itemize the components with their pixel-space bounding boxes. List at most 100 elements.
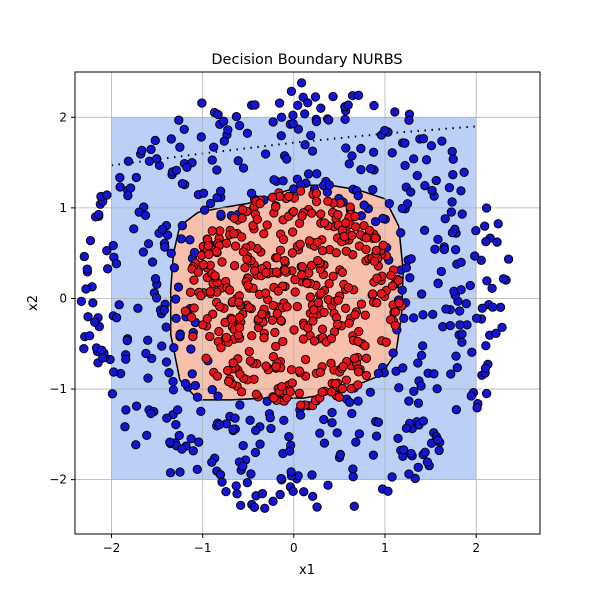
data-point <box>295 186 306 196</box>
data-point <box>266 423 276 434</box>
data-point <box>481 236 491 247</box>
data-point <box>381 337 391 347</box>
data-point <box>308 491 318 502</box>
data-point <box>455 306 465 316</box>
data-point <box>413 398 424 408</box>
data-point <box>351 222 361 232</box>
data-point <box>302 278 312 288</box>
data-point <box>257 309 267 319</box>
data-point <box>440 214 450 224</box>
data-point <box>471 313 482 323</box>
data-point <box>260 503 270 513</box>
data-point <box>408 313 419 323</box>
data-point <box>371 245 381 256</box>
data-point <box>213 391 223 401</box>
data-point <box>237 232 247 242</box>
data-point <box>79 343 89 354</box>
data-point <box>179 124 189 135</box>
data-point <box>268 117 278 127</box>
data-point <box>173 282 184 292</box>
data-point <box>368 184 378 195</box>
data-point <box>143 335 153 345</box>
data-point <box>410 473 420 484</box>
data-point <box>303 98 313 108</box>
data-point <box>470 251 480 261</box>
x-tick-label: −1 <box>194 541 212 555</box>
data-point <box>341 218 351 228</box>
data-point <box>138 247 149 257</box>
data-point <box>81 284 91 294</box>
data-point <box>221 486 231 497</box>
data-point <box>164 368 174 378</box>
data-point <box>300 109 310 119</box>
data-point <box>102 190 112 200</box>
data-point <box>480 363 491 373</box>
data-point <box>174 430 184 441</box>
data-point <box>219 136 229 146</box>
data-point <box>447 197 457 207</box>
data-point <box>217 257 227 267</box>
data-point <box>76 296 87 307</box>
y-tick-label: 2 <box>59 110 67 124</box>
data-point <box>368 147 379 157</box>
data-point <box>151 293 162 303</box>
data-point <box>143 239 154 249</box>
data-point <box>185 287 196 297</box>
data-point <box>390 320 400 331</box>
data-point <box>361 370 372 381</box>
data-point <box>312 169 322 179</box>
data-point <box>165 468 176 478</box>
data-point <box>102 264 113 274</box>
data-point <box>171 419 181 430</box>
data-point <box>225 285 235 295</box>
data-point <box>350 211 360 222</box>
data-point <box>290 275 300 285</box>
data-point <box>231 481 241 491</box>
data-point <box>432 384 442 394</box>
data-point <box>296 78 307 88</box>
data-point <box>400 138 410 148</box>
data-point <box>300 140 310 150</box>
data-point <box>307 146 318 156</box>
data-point <box>388 348 398 358</box>
data-point <box>280 256 290 266</box>
data-point <box>412 170 422 181</box>
data-point <box>434 445 444 456</box>
data-point <box>361 244 371 255</box>
data-point <box>390 307 400 317</box>
data-point <box>467 347 477 357</box>
data-point <box>447 228 458 238</box>
data-point <box>317 324 328 334</box>
data-point <box>356 299 367 309</box>
data-point <box>309 305 319 315</box>
data-point <box>245 415 255 425</box>
data-point <box>426 141 437 151</box>
data-point <box>212 371 222 381</box>
data-point <box>482 276 492 286</box>
data-point <box>360 310 370 320</box>
data-point <box>399 445 409 455</box>
data-point <box>244 346 254 357</box>
data-point <box>215 470 226 480</box>
data-point <box>177 221 187 231</box>
data-point <box>304 236 315 246</box>
data-point <box>323 480 333 490</box>
data-point <box>371 431 382 441</box>
data-point <box>417 289 427 299</box>
data-point <box>404 115 414 125</box>
data-point <box>361 233 371 243</box>
data-point <box>413 358 423 368</box>
data-point <box>300 354 311 365</box>
data-point <box>205 331 215 342</box>
data-point <box>193 267 203 277</box>
data-point <box>221 332 232 343</box>
y-axis-label: x2 <box>26 295 41 311</box>
data-point <box>168 376 178 387</box>
data-point <box>457 209 467 219</box>
data-point <box>175 467 185 477</box>
data-point <box>182 162 192 173</box>
x-tick-label: −2 <box>103 541 121 555</box>
data-point <box>287 378 297 388</box>
data-point <box>332 319 343 330</box>
data-point <box>337 267 348 277</box>
